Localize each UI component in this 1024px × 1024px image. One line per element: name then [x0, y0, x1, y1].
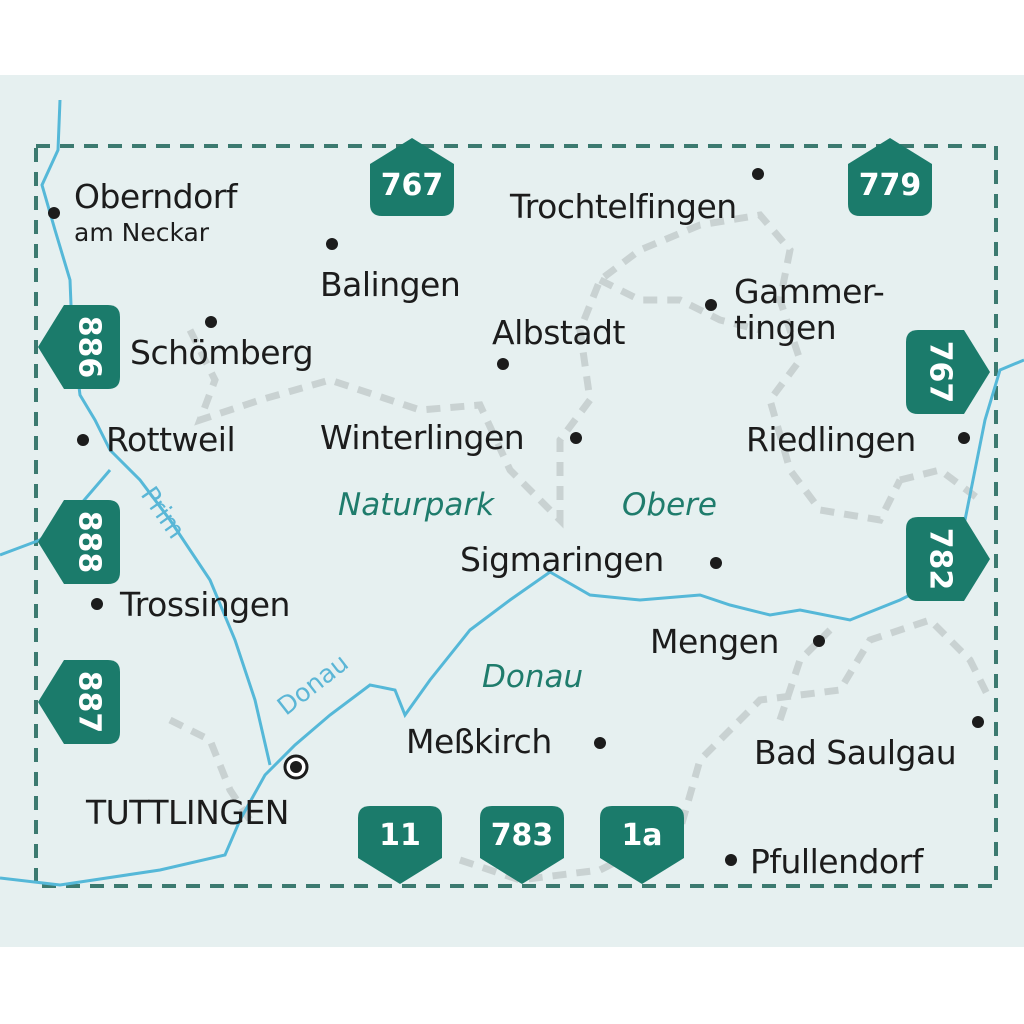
city-dot-oberndorf	[48, 207, 60, 219]
city-label-winterlingen: Winterlingen	[320, 418, 525, 457]
city-label-messkirch: Meßkirch	[406, 722, 552, 761]
adjacent-map-886-left[interactable]: 886	[38, 305, 120, 389]
adjacent-map-779-top[interactable]: 779	[848, 138, 932, 216]
neckar-river	[40, 99, 112, 451]
city-dot-sigmaringen	[710, 557, 722, 569]
adjacent-map-11-bottom[interactable]: 11	[358, 806, 442, 884]
city-dot-winterlingen	[570, 432, 582, 444]
city-label-pfullendorf: Pfullendorf	[750, 842, 923, 881]
city-label-mengen: Mengen	[650, 622, 779, 661]
city-dot-messkirch	[594, 737, 606, 749]
adjacent-map-783-bottom[interactable]: 783	[480, 806, 564, 884]
city-label-albstadt: Albstadt	[492, 313, 625, 352]
city-label-tuttlingen: TUTTLINGEN	[86, 793, 289, 832]
city-dot-riedlingen	[958, 432, 970, 444]
city-dot-bad-saulgau	[972, 716, 984, 728]
city-label-balingen: Balingen	[320, 265, 461, 304]
prim-river	[108, 448, 272, 766]
city-dot-gammertingen	[705, 299, 717, 311]
area-label-donau: Donau	[482, 659, 584, 695]
city-label-schoemberg: Schömberg	[130, 333, 314, 372]
city-dot-albstadt	[497, 358, 509, 370]
city-dot-mengen	[813, 635, 825, 647]
adjacent-map-767-top[interactable]: 767	[370, 138, 454, 216]
adjacent-map-887-left[interactable]: 887	[38, 660, 120, 744]
city-label-rottweil: Rottweil	[106, 420, 236, 459]
area-label-naturpark: Naturpark	[338, 487, 495, 523]
district-boundaries	[168, 211, 994, 884]
area-label-obere: Obere	[622, 487, 717, 523]
adjacent-map-782-right[interactable]: 782	[906, 517, 990, 601]
city-label-oberndorf-sub: am Neckar	[74, 218, 210, 247]
adjacent-map-1a-bottom[interactable]: 1a	[600, 806, 684, 884]
city-label-riedlingen: Riedlingen	[746, 420, 916, 459]
city-label-bad-saulgau: Bad Saulgau	[754, 733, 957, 772]
map-background	[0, 75, 1024, 947]
map-coverage-border	[34, 144, 998, 888]
adjacent-map-767-right[interactable]: 767	[906, 330, 990, 414]
city-dot-trossingen	[91, 598, 103, 610]
city-dot-pfullendorf	[725, 854, 737, 866]
city-label-gammertingen-2: tingen	[734, 308, 837, 347]
city-dot-schoemberg	[205, 316, 217, 328]
city-label-sigmaringen: Sigmaringen	[460, 540, 664, 579]
city-dot-trochtelfingen	[752, 168, 764, 180]
city-label-trochtelfingen: Trochtelfingen	[510, 187, 737, 226]
adjacent-map-888-left[interactable]: 888	[38, 500, 120, 584]
city-dot-rottweil	[77, 434, 89, 446]
city-label-oberndorf: Oberndorf	[74, 177, 237, 216]
city-label-trossingen: Trossingen	[120, 585, 290, 624]
city-dot-balingen	[326, 238, 338, 250]
city-label-gammertingen-1: Gammer-	[734, 272, 885, 311]
